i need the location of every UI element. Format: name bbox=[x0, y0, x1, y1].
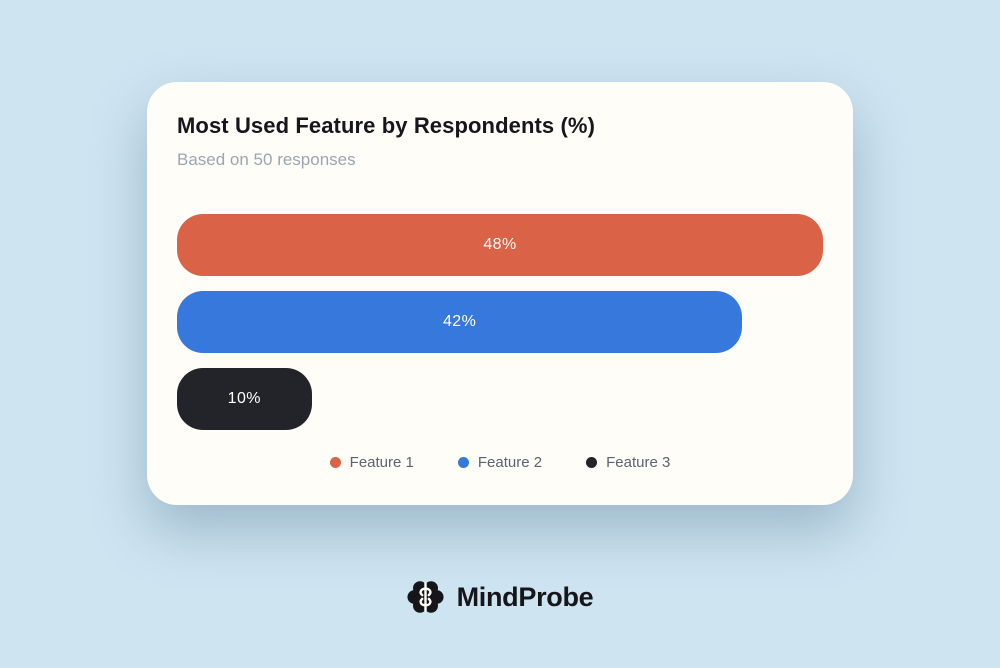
bar-value-label: 48% bbox=[483, 236, 517, 254]
legend-item-feature-1: Feature 1 bbox=[329, 454, 414, 472]
chart-subtitle: Based on 50 responses bbox=[177, 149, 356, 169]
legend-dot-icon bbox=[329, 457, 341, 469]
bar-chart: 48% 42% 10% bbox=[177, 214, 823, 431]
brain-icon bbox=[407, 580, 444, 614]
legend-label: Feature 3 bbox=[606, 454, 671, 472]
legend-dot-icon bbox=[457, 457, 469, 469]
chart-title: Most Used Feature by Respondents (%) bbox=[177, 113, 595, 138]
legend-label: Feature 2 bbox=[477, 454, 543, 472]
chart-card: Most Used Feature by Respondents (%) Bas… bbox=[147, 82, 853, 505]
brand-name: MindProbe bbox=[456, 581, 594, 612]
legend-item-feature-2: Feature 2 bbox=[457, 454, 543, 472]
bar-value-label: 10% bbox=[227, 390, 261, 408]
bar-feature-1: 48% bbox=[177, 214, 823, 277]
legend-dot-icon bbox=[586, 457, 598, 469]
bar-feature-2: 42% bbox=[177, 291, 743, 354]
legend-item-feature-3: Feature 3 bbox=[586, 454, 670, 471]
bar-value-label: 42% bbox=[443, 313, 477, 331]
chart-legend: Feature 1 Feature 2 Feature 3 bbox=[177, 454, 823, 471]
bar-feature-3: 10% bbox=[177, 368, 312, 431]
legend-label: Feature 1 bbox=[349, 454, 414, 472]
brand-footer: MindProbe bbox=[0, 580, 1000, 614]
